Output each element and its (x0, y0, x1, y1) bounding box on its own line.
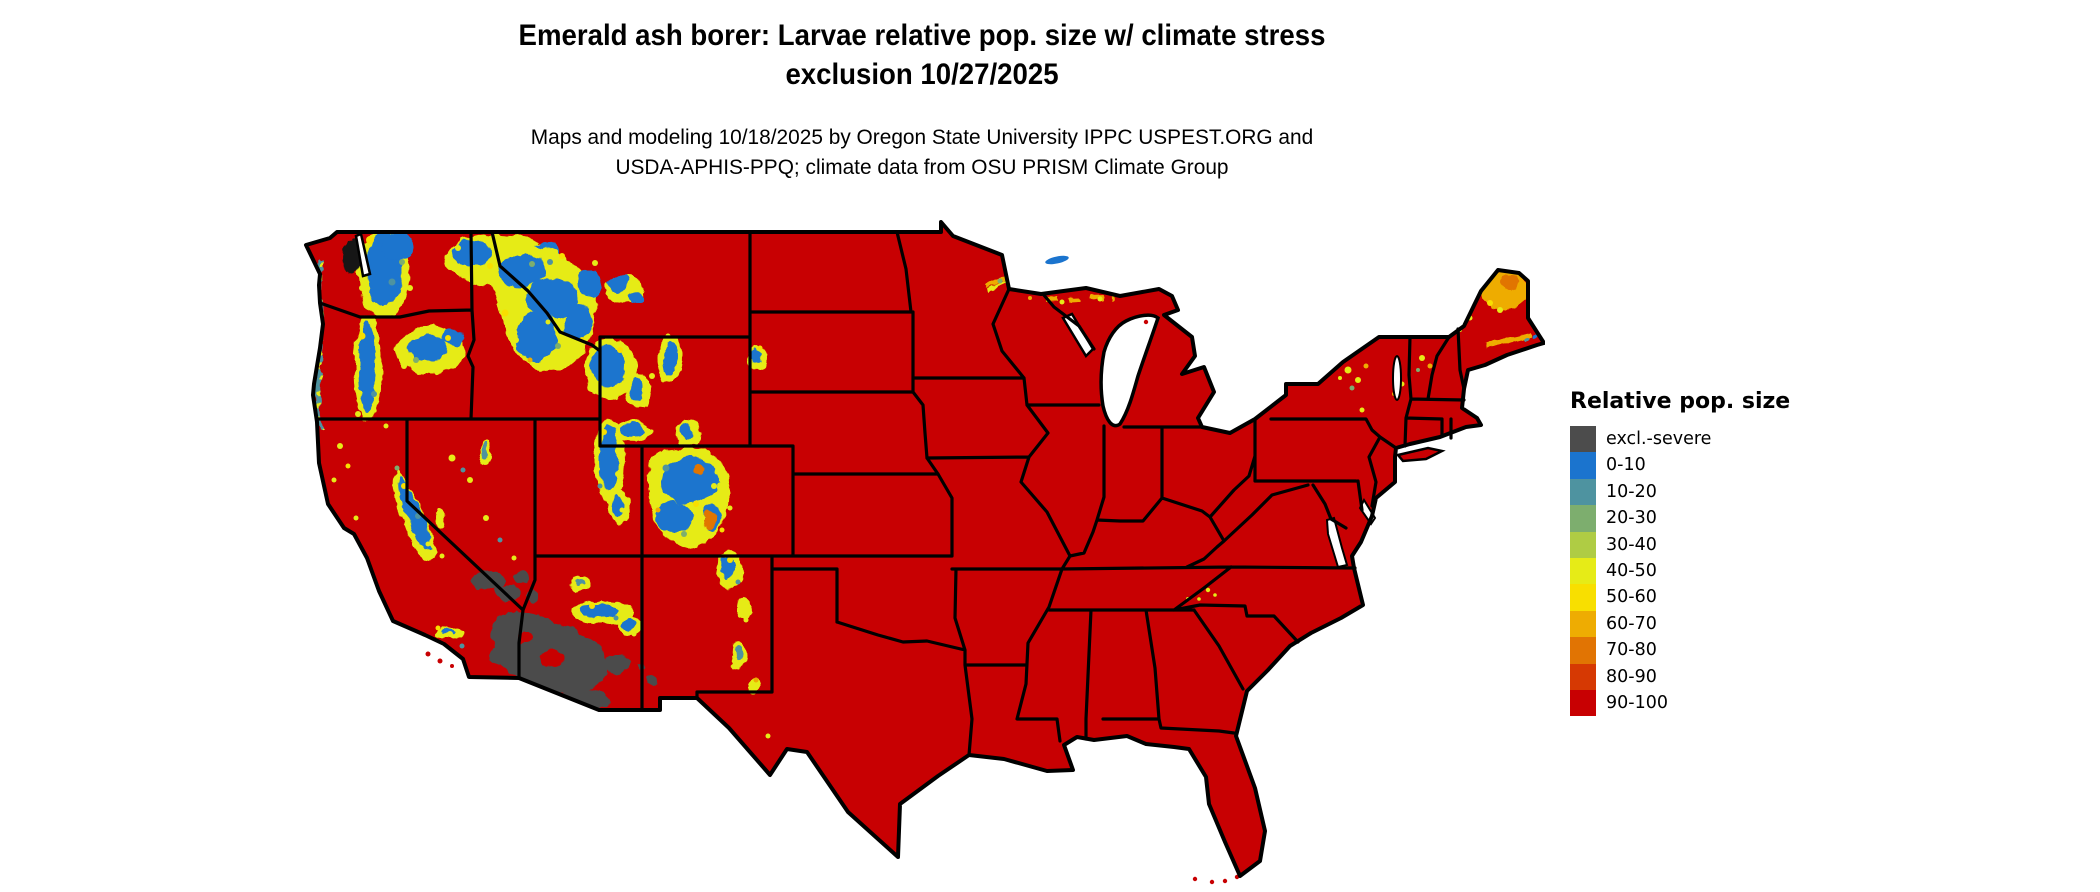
puget-sound (354, 232, 372, 278)
legend-item: 70-80 (1570, 637, 1790, 664)
legend-item-label: 90-100 (1606, 692, 1668, 713)
map-subtitle-line2: USDA-APHIS-PPQ; climate data from OSU PR… (615, 155, 1229, 179)
legend-item: excl.-severe (1570, 426, 1790, 453)
legend-swatch (1570, 557, 1596, 585)
legend-item: 50-60 (1570, 584, 1790, 611)
legend-swatch (1570, 689, 1596, 717)
legend-item-label: 60-70 (1606, 613, 1657, 634)
legend-title: Relative pop. size (1570, 389, 1791, 414)
legend-item: 10-20 (1570, 478, 1790, 506)
legend-swatch (1570, 531, 1596, 558)
legend-item-label: 50-60 (1606, 587, 1657, 608)
map-title-line2: exclusion 10/27/2025 (785, 58, 1059, 91)
legend-item-label: 40-50 (1606, 560, 1657, 581)
us-outline-stroke (304, 220, 1546, 878)
legend-swatch (1570, 478, 1596, 506)
terrain-regions (314, 229, 1539, 739)
isle-royale (1045, 255, 1069, 265)
map-title-line1: Emerald ash borer: Larvae relative pop. … (518, 19, 1326, 52)
state-borders (315, 230, 1466, 757)
islands (425, 319, 1446, 885)
legend-swatch (1570, 663, 1596, 690)
legend-item-label: excl.-severe (1606, 429, 1712, 449)
legend-swatch (1570, 637, 1596, 664)
legend-item: 80-90 (1570, 663, 1790, 690)
legend-swatch (1570, 505, 1596, 532)
legend-item: 20-30 (1570, 505, 1790, 532)
legend-item: 90-100 (1570, 689, 1790, 717)
map-subtitle: Maps and modeling 10/18/2025 by Oregon S… (28, 122, 1817, 182)
legend-swatch (1570, 584, 1596, 611)
legend-swatch (1570, 452, 1596, 479)
legend-swatch (1570, 426, 1596, 453)
legend-item-label: 80-90 (1606, 666, 1657, 687)
legend-item: 40-50 (1570, 557, 1790, 585)
lake-champlain (1392, 355, 1402, 401)
map-subtitle-line1: Maps and modeling 10/18/2025 by Oregon S… (530, 125, 1314, 149)
us-map-svg (304, 220, 1546, 885)
legend-item: 0-10 (1570, 452, 1790, 479)
legend-item-label: 0-10 (1606, 455, 1646, 476)
legend-item: 30-40 (1570, 531, 1790, 558)
us-map (300, 218, 1546, 892)
legend-item: 60-70 (1570, 610, 1790, 638)
legend-items: excl.-severe 0-10 10-20 20-30 30-40 40-5… (1570, 426, 1790, 717)
legend-swatch (1570, 610, 1596, 638)
map-title: Emerald ash borer: Larvae relative pop. … (74, 16, 1770, 94)
legend: Relative pop. size excl.-severe 0-10 10-… (1570, 389, 1791, 717)
legend-item-label: 70-80 (1606, 640, 1657, 661)
legend-item-label: 30-40 (1606, 534, 1657, 555)
legend-item-label: 10-20 (1606, 481, 1657, 502)
legend-item-label: 20-30 (1606, 508, 1657, 529)
lake-michigan (1099, 313, 1161, 428)
long-island (1395, 446, 1446, 463)
